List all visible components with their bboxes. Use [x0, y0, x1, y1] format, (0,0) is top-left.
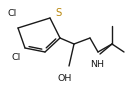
- Text: NH: NH: [90, 60, 104, 69]
- Text: OH: OH: [58, 74, 72, 83]
- Text: Cl: Cl: [12, 53, 21, 63]
- Text: Cl: Cl: [8, 9, 17, 17]
- Text: S: S: [55, 8, 61, 18]
